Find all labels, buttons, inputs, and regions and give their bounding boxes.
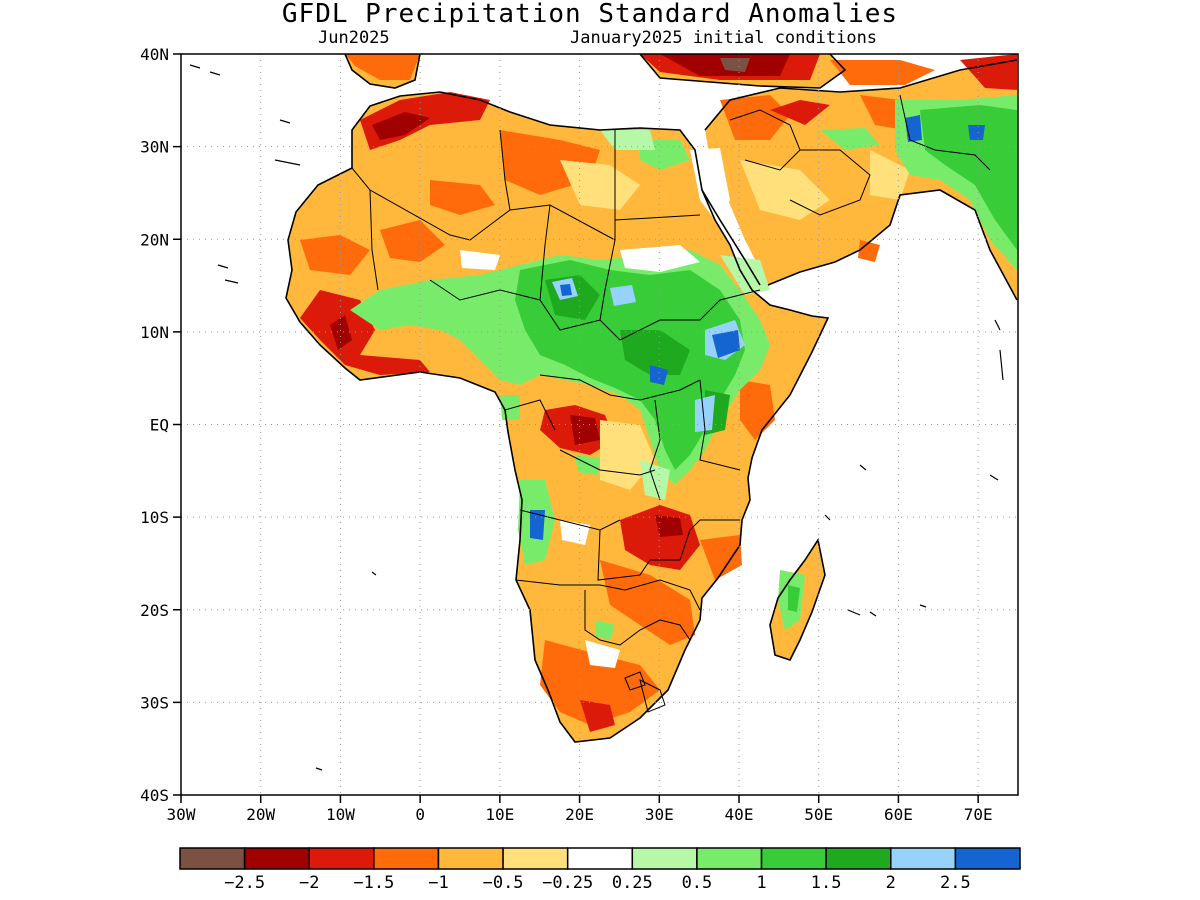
legend-swatch xyxy=(696,847,763,870)
legend-swatch xyxy=(631,847,698,870)
longitude-axis: 30W 20W 10W 0 10E 20E 30E 40E 50E 60E 70E xyxy=(167,795,993,824)
legend-swatch xyxy=(954,847,1021,870)
lon-tick-label: 10E xyxy=(485,805,514,824)
legend-label: −0.25 xyxy=(542,873,593,893)
legend-swatch xyxy=(502,847,569,870)
lat-tick-label: 30S xyxy=(140,693,169,712)
initial-conditions: January2025 initial conditions xyxy=(570,28,878,48)
lon-tick-label: 70E xyxy=(964,805,993,824)
legend-swatch xyxy=(825,847,892,870)
legend-swatch xyxy=(179,847,246,870)
legend-label: 1.5 xyxy=(811,873,842,893)
near-normal-areas xyxy=(460,148,730,668)
latitude-axis: 40N 30N 20N 10N EQ 10S 20S 30S 40S xyxy=(140,45,181,805)
lon-tick-label: 30W xyxy=(167,805,196,824)
legend-label: −0.5 xyxy=(483,873,524,893)
lon-tick-label: 40E xyxy=(725,805,754,824)
legend-swatch xyxy=(308,847,375,870)
legend-label: −1.5 xyxy=(353,873,394,893)
positive-anomalies xyxy=(350,95,1017,640)
legend-label: 1 xyxy=(756,873,766,893)
lon-tick-label: 0 xyxy=(415,805,425,824)
map-title: GFDL Precipitation Standard Anomalies xyxy=(281,0,899,29)
forecast-month: Jun2025 xyxy=(318,28,390,48)
legend-label: 2 xyxy=(886,873,896,893)
legend-swatch xyxy=(243,847,310,870)
lat-tick-label: 10S xyxy=(140,508,169,527)
legend-swatch xyxy=(760,847,827,870)
negative-anomalies xyxy=(300,54,1017,732)
lat-tick-label: 20N xyxy=(140,230,169,249)
legend-swatch xyxy=(373,847,440,870)
lon-tick-label: 60E xyxy=(884,805,913,824)
legend-label: −2 xyxy=(299,873,319,893)
lat-tick-label: EQ xyxy=(150,416,169,435)
islands xyxy=(189,64,1004,771)
light-negative-anomalies xyxy=(560,150,910,490)
lon-tick-label: 50E xyxy=(804,805,833,824)
legend-label: −2.5 xyxy=(224,873,265,893)
legend-swatch xyxy=(566,847,634,870)
lat-tick-label: 10N xyxy=(140,323,169,342)
legend-label: −1 xyxy=(428,873,448,893)
color-legend: −2.5 −2 −1.5 −1 −0.5 −0.25 0.25 0.5 1 1.5 2 2.5 xyxy=(179,847,1021,893)
legend-swatch xyxy=(437,847,504,870)
lon-tick-label: 20W xyxy=(246,805,275,824)
legend-label: 0.25 xyxy=(612,873,653,893)
lon-tick-label: 20E xyxy=(565,805,594,824)
lat-tick-label: 40S xyxy=(140,786,169,805)
lat-tick-label: 30N xyxy=(140,138,169,157)
country-borders xyxy=(351,94,991,713)
lon-tick-label: 30E xyxy=(645,805,674,824)
legend-label: 0.5 xyxy=(682,873,713,893)
coastlines xyxy=(285,54,1018,743)
lat-tick-label: 20S xyxy=(140,601,169,620)
lat-tick-label: 40N xyxy=(140,45,169,64)
legend-label: 2.5 xyxy=(940,873,971,893)
lon-tick-label: 10W xyxy=(326,805,355,824)
map-area xyxy=(189,54,1018,771)
legend-swatch xyxy=(890,847,957,870)
